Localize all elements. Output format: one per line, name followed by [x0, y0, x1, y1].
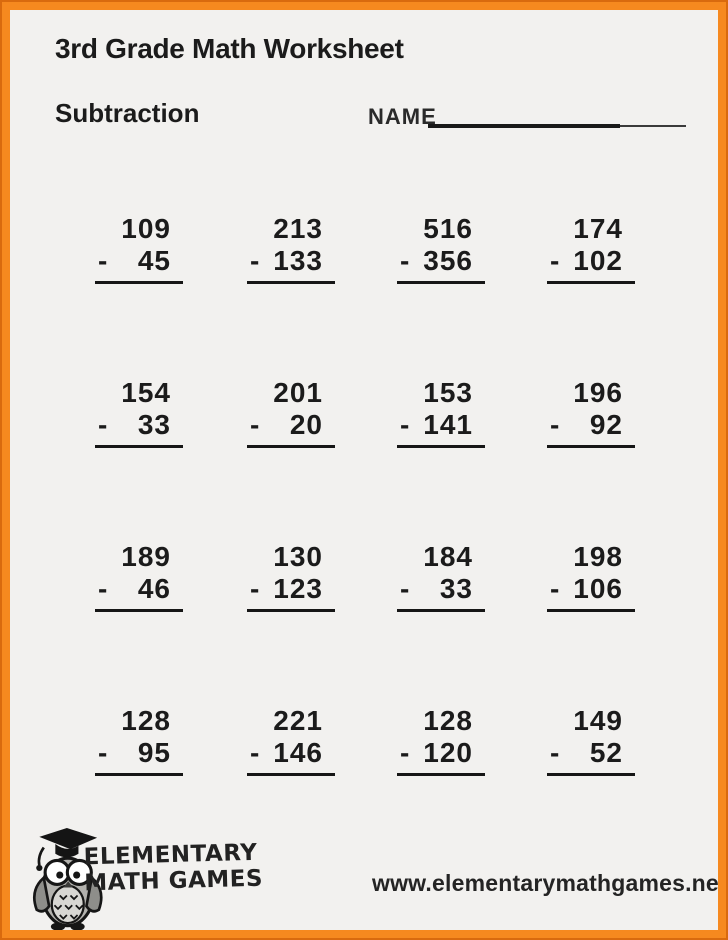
minuend-value: 516 — [423, 213, 473, 244]
minus-sign: - — [400, 573, 411, 604]
minus-sign: - — [400, 409, 411, 440]
minus-sign: - — [550, 245, 561, 276]
answer-line — [397, 281, 485, 284]
subtrahend-value: 46 — [137, 573, 171, 604]
answer-line — [95, 609, 183, 612]
minuend-value: 130 — [273, 541, 323, 572]
answer-line — [397, 609, 485, 612]
subtraction-problem: 130 -123 — [247, 541, 335, 612]
subtrahend-value: 133 — [273, 245, 323, 276]
footer: Elementary Math Games www.elementarymath… — [10, 820, 718, 930]
answer-line — [247, 445, 335, 448]
minuend-value: 198 — [573, 541, 623, 572]
minuend-value: 149 — [573, 705, 623, 736]
minus-sign: - — [250, 245, 261, 276]
subtrahend-value: 123 — [273, 573, 323, 604]
answer-line — [247, 773, 335, 776]
name-label: NAME — [368, 104, 437, 129]
subtrahend-value: 102 — [573, 245, 623, 276]
subtraction-problem: 154 -33 — [95, 377, 183, 448]
minuend-value: 154 — [121, 377, 171, 408]
subtraction-problem: 128 -120 — [397, 705, 485, 776]
subtraction-problem: 201 -20 — [247, 377, 335, 448]
name-line — [428, 122, 686, 128]
minus-sign: - — [250, 409, 261, 440]
minus-sign: - — [550, 409, 561, 440]
minus-sign: - — [98, 573, 109, 604]
logo-line2: Math Games — [84, 865, 264, 897]
subtraction-problem: 149 -52 — [547, 705, 635, 776]
minuend-value: 153 — [423, 377, 473, 408]
minus-sign: - — [98, 409, 109, 440]
subtraction-problem: 221 -146 — [247, 705, 335, 776]
subtrahend-value: 45 — [137, 245, 171, 276]
subtraction-problem: 196 -92 — [547, 377, 635, 448]
subtrahend-value: 120 — [423, 737, 473, 768]
subtrahend-value: 20 — [289, 409, 323, 440]
answer-line — [397, 773, 485, 776]
subtrahend-value: 106 — [573, 573, 623, 604]
minus-sign: - — [400, 245, 411, 276]
answer-line — [247, 281, 335, 284]
subtrahend-value: 33 — [137, 409, 171, 440]
minuend-value: 201 — [273, 377, 323, 408]
subtraction-problem: 516 -356 — [397, 213, 485, 284]
minus-sign: - — [250, 737, 261, 768]
minuend-value: 128 — [423, 705, 473, 736]
owl-graduate-icon — [33, 827, 103, 930]
answer-line — [547, 281, 635, 284]
subtraction-problem: 128 -95 — [95, 705, 183, 776]
subtraction-problem: 174 -102 — [547, 213, 635, 284]
answer-line — [547, 773, 635, 776]
minus-sign: - — [98, 737, 109, 768]
answer-line — [95, 773, 183, 776]
website-url: www.elementarymathgames.net — [372, 870, 718, 896]
subtrahend-value: 52 — [589, 737, 623, 768]
answer-line — [95, 445, 183, 448]
minuend-value: 213 — [273, 213, 323, 244]
minus-sign: - — [550, 737, 561, 768]
subtraction-problem: 153 -141 — [397, 377, 485, 448]
subtrahend-value: 356 — [423, 245, 473, 276]
subtraction-problem: 184 -33 — [397, 541, 485, 612]
minuend-value: 196 — [573, 377, 623, 408]
minuend-value: 184 — [423, 541, 473, 572]
logo-text: Elementary Math Games — [83, 840, 263, 897]
answer-line — [247, 609, 335, 612]
subtrahend-value: 141 — [423, 409, 473, 440]
minus-sign: - — [550, 573, 561, 604]
subtraction-problem: 213 -133 — [247, 213, 335, 284]
page-title: 3rd Grade Math Worksheet — [55, 33, 404, 64]
answer-line — [397, 445, 485, 448]
answer-line — [547, 609, 635, 612]
subtraction-problem: 109 -45 — [95, 213, 183, 284]
subtrahend-value: 33 — [439, 573, 473, 604]
answer-line — [547, 445, 635, 448]
minus-sign: - — [250, 573, 261, 604]
minus-sign: - — [400, 737, 411, 768]
worksheet-page: 3rd Grade Math Worksheet Subtraction NAM… — [10, 10, 718, 930]
minuend-value: 128 — [121, 705, 171, 736]
subtrahend-value: 95 — [137, 737, 171, 768]
subtraction-problem: 198 -106 — [547, 541, 635, 612]
subtrahend-value: 146 — [273, 737, 323, 768]
answer-line — [95, 281, 183, 284]
subtrahend-value: 92 — [589, 409, 623, 440]
worksheet-subtitle: Subtraction — [55, 98, 200, 128]
minuend-value: 174 — [573, 213, 623, 244]
minuend-value: 109 — [121, 213, 171, 244]
minus-sign: - — [98, 245, 109, 276]
subtraction-problem: 189 -46 — [95, 541, 183, 612]
minuend-value: 221 — [273, 705, 323, 736]
minuend-value: 189 — [121, 541, 171, 572]
